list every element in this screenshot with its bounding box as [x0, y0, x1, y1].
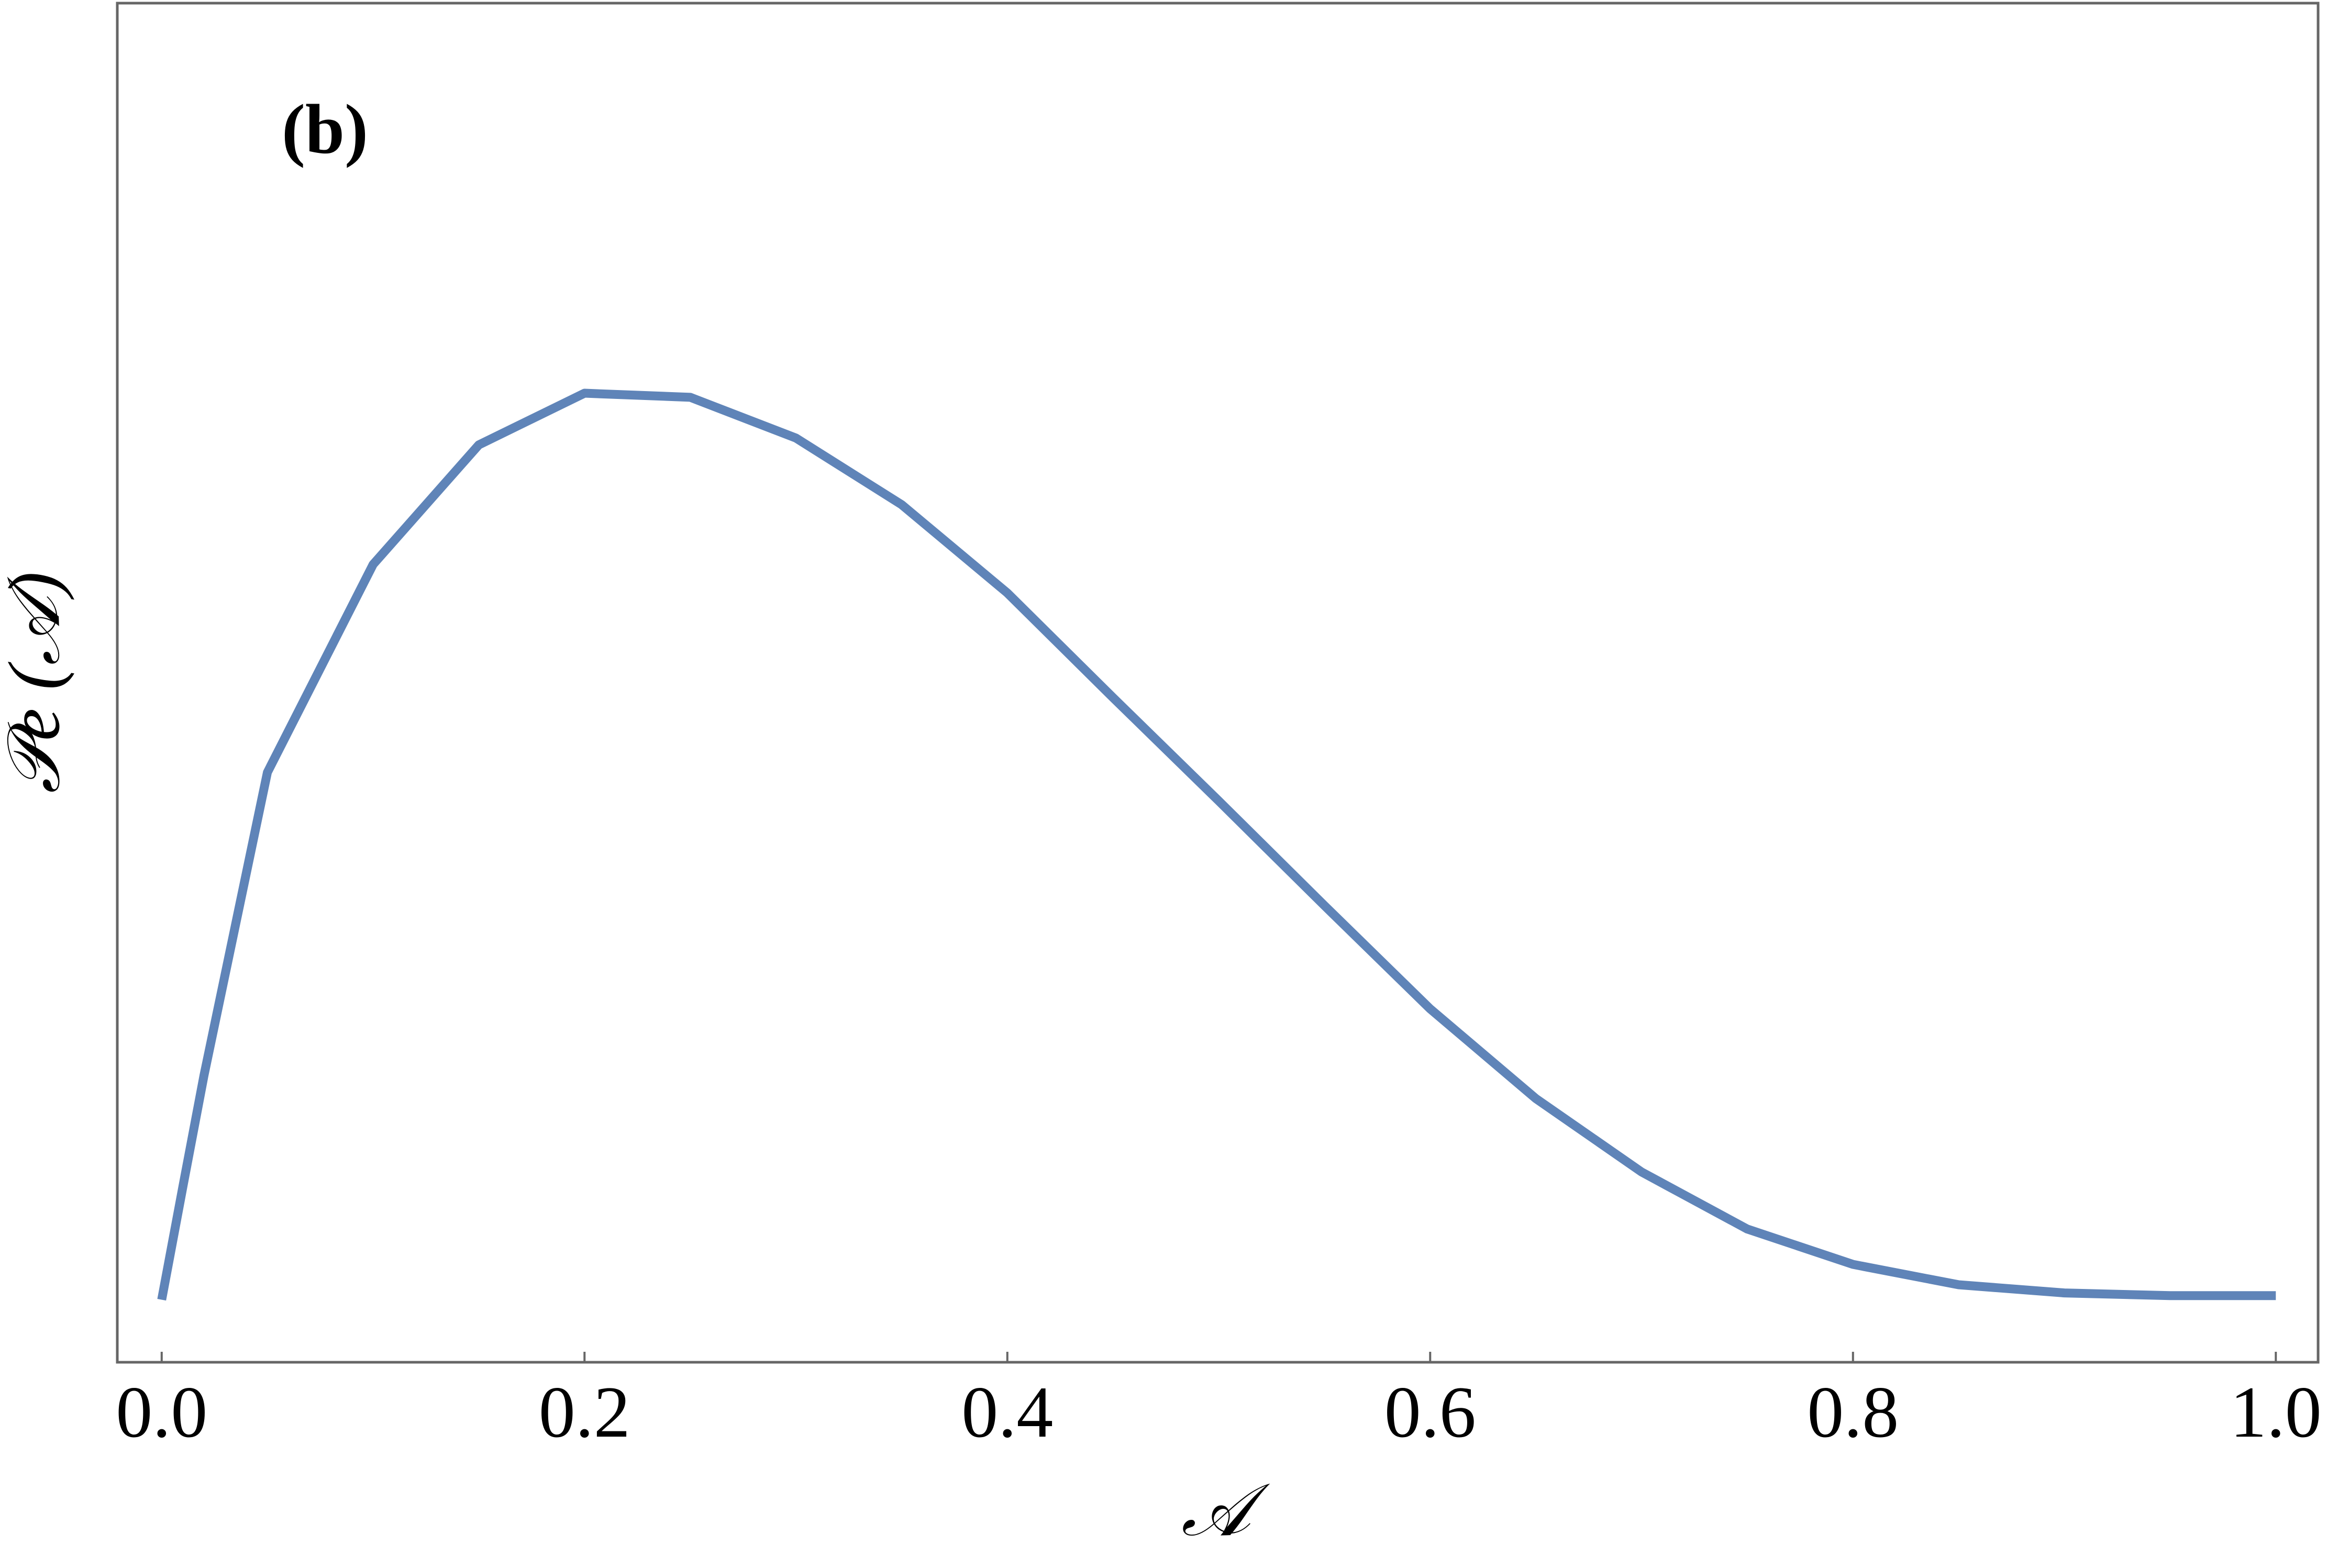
x-tick-label: 0.0 — [116, 1372, 207, 1453]
plot-frame — [116, 2, 2320, 1364]
x-tick-label: 0.6 — [1384, 1372, 1476, 1453]
data-line — [157, 388, 2276, 1301]
y-axis-label: 𝒫e (𝒜) — [0, 572, 75, 794]
x-tick-label: 0.4 — [961, 1372, 1053, 1453]
x-tick-label: 1.0 — [2230, 1372, 2322, 1453]
x-tick-label: 0.8 — [1807, 1372, 1899, 1453]
panel-label: (b) — [282, 91, 368, 169]
x-tick-label: 0.2 — [539, 1372, 630, 1453]
x-axis-label: 𝒜 — [1181, 1470, 1270, 1551]
